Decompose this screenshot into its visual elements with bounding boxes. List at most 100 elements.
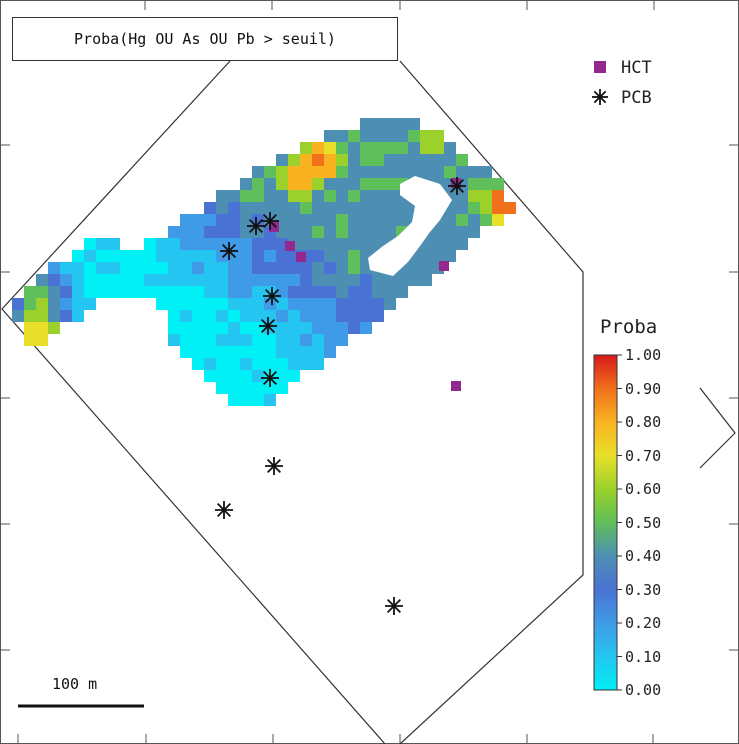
raster-cell [216,346,228,358]
hct-point [269,222,279,232]
raster-cell [348,238,360,250]
raster-cell [300,154,312,166]
raster-cell [204,214,216,226]
raster-cell [168,322,180,334]
raster-cell [276,190,288,202]
raster-cell [228,382,240,394]
raster-cell [288,334,300,346]
pcb-point [265,457,283,475]
raster-cell [108,286,120,298]
raster-cell [336,214,348,226]
raster-cell [360,154,372,166]
raster-cell [264,190,276,202]
raster-cell [456,214,468,226]
raster-cell [336,190,348,202]
raster-cell [372,274,384,286]
raster-cell [204,370,216,382]
raster-cell [252,286,264,298]
raster-cell [24,286,36,298]
raster-cell [204,238,216,250]
raster-cell [96,274,108,286]
raster-cell [432,226,444,238]
raster-cell [60,262,72,274]
raster-cell [12,298,24,310]
raster-cell [72,250,84,262]
raster-cell [300,178,312,190]
raster-cell [228,334,240,346]
raster-cell [252,274,264,286]
raster-cell [324,226,336,238]
raster-cell [384,130,396,142]
raster-cell [372,130,384,142]
raster-cell [240,262,252,274]
hct-point [451,178,461,188]
raster-cell [60,286,72,298]
raster-cell [336,274,348,286]
raster-cell [312,238,324,250]
raster-cell [300,262,312,274]
legend-pcb-label: PCB [621,88,652,108]
raster-cell [192,238,204,250]
raster-cell [312,286,324,298]
raster-cell [72,286,84,298]
raster-cell [300,358,312,370]
raster-cell [360,286,372,298]
raster-cell [384,166,396,178]
raster-cell [252,358,264,370]
raster-cell [180,334,192,346]
legend-hct-swatch [594,61,606,73]
colorbar-tick-label: 0.70 [625,446,662,465]
raster-cell [348,202,360,214]
raster-cell [324,298,336,310]
colorbar-ticks [617,354,622,691]
raster-cell [240,310,252,322]
raster-cell [156,298,168,310]
raster-cell [336,322,348,334]
raster-cell [396,154,408,166]
raster-cell [420,130,432,142]
raster-cell [180,214,192,226]
raster-cell [408,166,420,178]
raster-cell [204,298,216,310]
raster-cell [180,274,192,286]
pcb-point [385,597,403,615]
raster-cell [432,142,444,154]
raster-cell [456,166,468,178]
raster-cell [24,334,36,346]
raster-cell [468,190,480,202]
raster-cell [216,274,228,286]
raster-cell [168,286,180,298]
raster-cell [396,166,408,178]
raster-cell [300,298,312,310]
colorbar-tick-label: 0.00 [625,681,662,699]
colorbar-tick-label: 1.00 [625,346,662,364]
raster-cell [264,238,276,250]
raster-cell [432,250,444,262]
raster-cell [204,202,216,214]
raster-cell [120,286,132,298]
raster-cell [108,238,120,250]
raster-cell [444,250,456,262]
raster-cell [324,130,336,142]
pcb-point [448,177,466,195]
raster-cell [408,118,420,130]
pcb-point [215,501,233,519]
raster-cell [300,142,312,154]
raster-gap [368,176,452,276]
raster-cell [384,214,396,226]
raster-cell [408,262,420,274]
raster-cell [168,226,180,238]
raster-cell [408,274,420,286]
raster-cell [276,202,288,214]
raster-cell [348,310,360,322]
raster-cell [192,334,204,346]
raster-cell [336,130,348,142]
raster-cell [240,178,252,190]
raster-cell [396,274,408,286]
raster-cell [228,370,240,382]
raster-cell [264,250,276,262]
raster-cell [312,142,324,154]
raster-cell [192,358,204,370]
raster-cell [252,202,264,214]
hct-point [285,241,295,251]
